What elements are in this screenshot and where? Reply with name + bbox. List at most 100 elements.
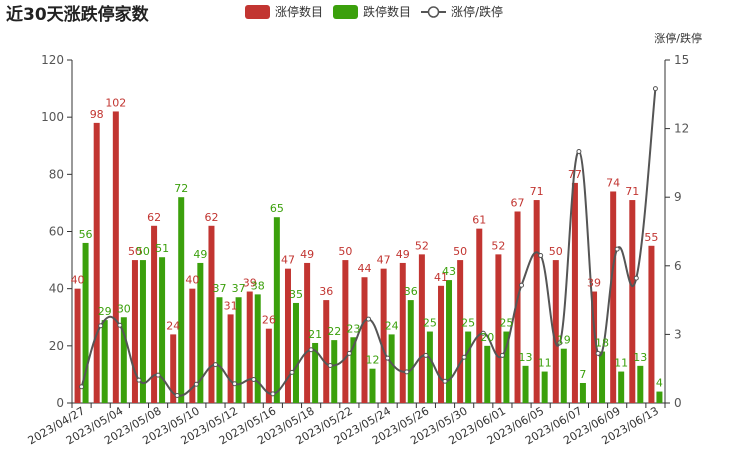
data-label-limit-down: 36 — [404, 285, 418, 298]
ratio-point[interactable] — [79, 384, 85, 390]
bar-limit-up[interactable] — [648, 245, 655, 403]
bar-limit-up[interactable] — [131, 260, 138, 403]
bar-limit-down[interactable] — [139, 260, 146, 403]
ratio-point[interactable] — [308, 347, 314, 353]
bar-limit-down[interactable] — [292, 302, 299, 403]
bar-limit-up[interactable] — [151, 225, 158, 403]
bar-limit-up[interactable] — [380, 268, 387, 403]
bar-limit-down[interactable] — [178, 197, 185, 403]
bar-limit-down[interactable] — [618, 371, 625, 403]
bar-limit-up[interactable] — [265, 328, 272, 403]
ratio-point[interactable] — [212, 362, 218, 368]
bar-limit-down[interactable] — [426, 331, 433, 403]
bar-limit-up[interactable] — [629, 200, 636, 403]
bar-limit-down[interactable] — [656, 391, 663, 403]
bar-limit-down[interactable] — [522, 365, 529, 403]
bar-limit-down[interactable] — [101, 320, 108, 403]
legend-item-ratio[interactable]: 涨停/跌停 — [421, 4, 503, 19]
bar-limit-down[interactable] — [82, 242, 89, 403]
bar-limit-up[interactable] — [457, 260, 464, 403]
bar-limit-up[interactable] — [591, 291, 598, 403]
ratio-point[interactable] — [442, 378, 448, 384]
bar-limit-up[interactable] — [74, 288, 81, 403]
bar-limit-down[interactable] — [159, 257, 166, 403]
bar-limit-down[interactable] — [216, 297, 223, 403]
ratio-point[interactable] — [327, 362, 333, 368]
ratio-point[interactable] — [595, 350, 601, 356]
ratio-point[interactable] — [499, 352, 505, 358]
ratio-point[interactable] — [576, 148, 582, 154]
bar-limit-up[interactable] — [342, 260, 349, 403]
ratio-point[interactable] — [614, 246, 620, 252]
ratio-point[interactable] — [519, 282, 525, 288]
bar-limit-down[interactable] — [331, 340, 338, 403]
ratio-point[interactable] — [366, 316, 371, 322]
ratio-point[interactable] — [117, 322, 123, 328]
ratio-point[interactable] — [232, 381, 238, 387]
ratio-point[interactable] — [633, 275, 639, 281]
bar-limit-up[interactable] — [418, 254, 425, 403]
bar-limit-up[interactable] — [495, 254, 502, 403]
bar-limit-down[interactable] — [235, 297, 242, 403]
bar-limit-down[interactable] — [560, 348, 567, 403]
bar-limit-up[interactable] — [208, 225, 215, 403]
bar-limit-down[interactable] — [388, 334, 395, 403]
bar-limit-up[interactable] — [533, 200, 540, 403]
ratio-point[interactable] — [346, 350, 352, 356]
bar-limit-up[interactable] — [284, 268, 291, 403]
bar-limit-up[interactable] — [170, 334, 177, 403]
legend-item-limit-up[interactable]: 涨停数目 — [245, 4, 323, 19]
ratio-point[interactable] — [480, 330, 486, 336]
bar-limit-down[interactable] — [273, 217, 280, 403]
bar-limit-down[interactable] — [637, 365, 644, 403]
bar-limit-up[interactable] — [476, 228, 483, 403]
bar-limit-up[interactable] — [112, 111, 119, 403]
bar-limit-up[interactable] — [189, 288, 196, 403]
bar-limit-up[interactable] — [571, 182, 578, 403]
ratio-point[interactable] — [385, 355, 391, 361]
bar-limit-up[interactable] — [610, 191, 617, 403]
bar-limit-up[interactable] — [552, 260, 559, 403]
bar-limit-down[interactable] — [446, 280, 453, 403]
bar-limit-up[interactable] — [246, 291, 253, 403]
ratio-point[interactable] — [270, 391, 276, 397]
legend-item-limit-down[interactable]: 跌停数目 — [333, 4, 411, 19]
bar-limit-down[interactable] — [254, 294, 261, 403]
bar-limit-down[interactable] — [465, 331, 472, 403]
ratio-point[interactable] — [136, 377, 142, 383]
bar-limit-down[interactable] — [350, 337, 357, 403]
ratio-point[interactable] — [557, 340, 563, 346]
bar-limit-down[interactable] — [503, 331, 510, 403]
ratio-point[interactable] — [155, 372, 161, 378]
ratio-point[interactable] — [98, 323, 104, 329]
legend[interactable]: 涨停数目 跌停数目 涨停/跌停 — [245, 4, 503, 19]
legend-label-ratio: 涨停/跌停 — [451, 4, 503, 19]
bar-limit-down[interactable] — [312, 342, 319, 403]
bar-limit-up[interactable] — [304, 262, 311, 403]
bar-limit-down[interactable] — [579, 382, 586, 403]
ratio-point[interactable] — [538, 253, 544, 259]
data-label-limit-up: 49 — [300, 248, 314, 261]
ratio-point[interactable] — [174, 392, 180, 398]
bar-limit-up[interactable] — [227, 314, 234, 403]
ratio-point[interactable] — [461, 354, 467, 360]
ratio-point[interactable] — [289, 369, 295, 375]
bar-limit-down[interactable] — [120, 317, 127, 403]
ratio-point[interactable] — [423, 352, 429, 358]
ratio-point[interactable] — [193, 381, 199, 387]
bar-limit-down[interactable] — [599, 351, 606, 403]
bar-limit-down[interactable] — [484, 345, 491, 403]
bar-limit-down[interactable] — [197, 262, 204, 403]
bar-limit-up[interactable] — [399, 262, 406, 403]
bar-limit-down[interactable] — [541, 371, 548, 403]
bar-limit-up[interactable] — [361, 277, 368, 403]
ratio-point[interactable] — [404, 369, 410, 375]
bar-limit-up[interactable] — [438, 285, 445, 403]
bar-limit-up[interactable] — [93, 122, 100, 403]
ratio-point[interactable] — [251, 376, 257, 382]
bar-limit-down[interactable] — [369, 368, 376, 403]
bar-limit-up[interactable] — [323, 300, 330, 403]
ratio-point[interactable] — [652, 86, 658, 92]
bar-limit-down[interactable] — [407, 300, 414, 403]
bar-limit-up[interactable] — [514, 211, 521, 403]
